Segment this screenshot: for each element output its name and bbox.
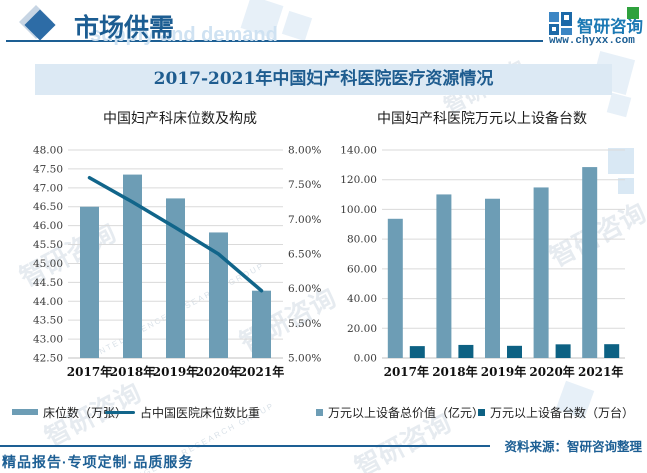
svg-text:60.00: 60.00 — [347, 263, 377, 275]
svg-text:44.00: 44.00 — [33, 296, 63, 308]
svg-text:2020年: 2020年 — [529, 364, 574, 379]
legend-beds-swatch — [12, 409, 38, 415]
section-title-english: supply and demand — [90, 24, 278, 46]
beds-chart: 48.00 47.50 47.00 46.50 46.00 45.50 45.00 44.50… — [33, 145, 321, 380]
svg-text:140.00: 140.00 — [340, 145, 377, 157]
svg-text:6.00%: 6.00% — [288, 283, 321, 295]
svg-text:80.00: 80.00 — [347, 234, 377, 246]
svg-text:47.00: 47.00 — [33, 182, 63, 194]
legend-bed-share-swatch — [105, 410, 135, 414]
svg-text:2018年: 2018年 — [432, 364, 477, 379]
svg-text:8.00%: 8.00% — [288, 145, 321, 157]
svg-text:40.00: 40.00 — [347, 293, 377, 305]
svg-text:46.50: 46.50 — [33, 201, 63, 213]
svg-text:43.00: 43.00 — [33, 334, 63, 346]
section-title: 市场供需 — [74, 14, 175, 42]
svg-text:45.50: 45.50 — [33, 239, 63, 251]
equipment-chart: 140.00 120.00 100.00 80.00 60.00 40.00 20.00 0.… — [340, 145, 625, 379]
brand-name: 智研咨询 — [577, 18, 643, 36]
svg-text:2019年: 2019年 — [481, 364, 526, 379]
svg-text:6.50%: 6.50% — [288, 249, 321, 261]
legend-beds-label: 床位数（万张） — [43, 405, 128, 420]
banner: 2017-2021年中国妇产科医院医疗资源情况 — [35, 64, 612, 95]
svg-text:42.50: 42.50 — [33, 353, 63, 365]
footer-divider — [0, 445, 490, 447]
svg-text:2020年: 2020年 — [196, 364, 241, 379]
svg-text:7.50%: 7.50% — [288, 179, 321, 191]
footer-tagline: 精品报告·专项定制·品质服务 — [2, 454, 194, 470]
svg-text:120.00: 120.00 — [340, 174, 377, 186]
svg-text:46.00: 46.00 — [33, 220, 63, 232]
svg-text:2017年: 2017年 — [67, 364, 112, 379]
legend-equip-value-label: 万元以上设备总价值（亿元） — [328, 405, 485, 420]
legend-equip-value-swatch — [316, 408, 323, 416]
brand-url: www.chyxx.com — [549, 35, 635, 47]
green-corner-square — [627, 7, 639, 19]
svg-text:2017年: 2017年 — [384, 364, 429, 379]
svg-text:100.00: 100.00 — [340, 204, 377, 216]
legend-beds: 床位数（万张） — [12, 404, 127, 420]
legend-equip-count-label: 万元以上设备台数（万台） — [490, 405, 635, 420]
svg-text:48.00: 48.00 — [33, 145, 63, 157]
svg-text:43.50: 43.50 — [33, 315, 63, 327]
svg-text:7.00%: 7.00% — [288, 214, 321, 226]
svg-text:5.50%: 5.50% — [288, 318, 321, 330]
svg-text:2021年: 2021年 — [578, 364, 623, 379]
legend-equip-count-swatch — [478, 408, 485, 416]
svg-text:45.00: 45.00 — [33, 258, 63, 270]
legend-equip-value: 万元以上设备总价值（亿元） — [316, 404, 484, 420]
svg-text:0.00: 0.00 — [354, 353, 377, 365]
svg-text:2019年: 2019年 — [153, 364, 198, 379]
header-divider — [6, 40, 543, 42]
svg-text:47.50: 47.50 — [33, 163, 63, 175]
svg-text:20.00: 20.00 — [347, 323, 377, 335]
svg-text:2021年: 2021年 — [239, 364, 284, 379]
svg-text:5.00%: 5.00% — [288, 353, 321, 365]
brand-logo-icon — [549, 12, 572, 35]
data-source: 资料来源：智研咨询整理 — [504, 440, 642, 454]
chart-main-title: 2017-2021年中国妇产科医院医疗资源情况 — [153, 69, 494, 89]
legend-bed-share: 占中国医院床位数比重 — [105, 404, 260, 420]
legend-bed-share-label: 占中国医院床位数比重 — [140, 405, 261, 420]
svg-text:2018年: 2018年 — [110, 364, 155, 379]
right-chart-subtitle: 中国妇产科医院万元以上设备台数 — [377, 110, 587, 126]
legend-equip-count: 万元以上设备台数（万台） — [478, 404, 634, 420]
left-chart-subtitle: 中国妇产科床位数及构成 — [103, 110, 257, 126]
svg-text:44.50: 44.50 — [33, 277, 63, 289]
